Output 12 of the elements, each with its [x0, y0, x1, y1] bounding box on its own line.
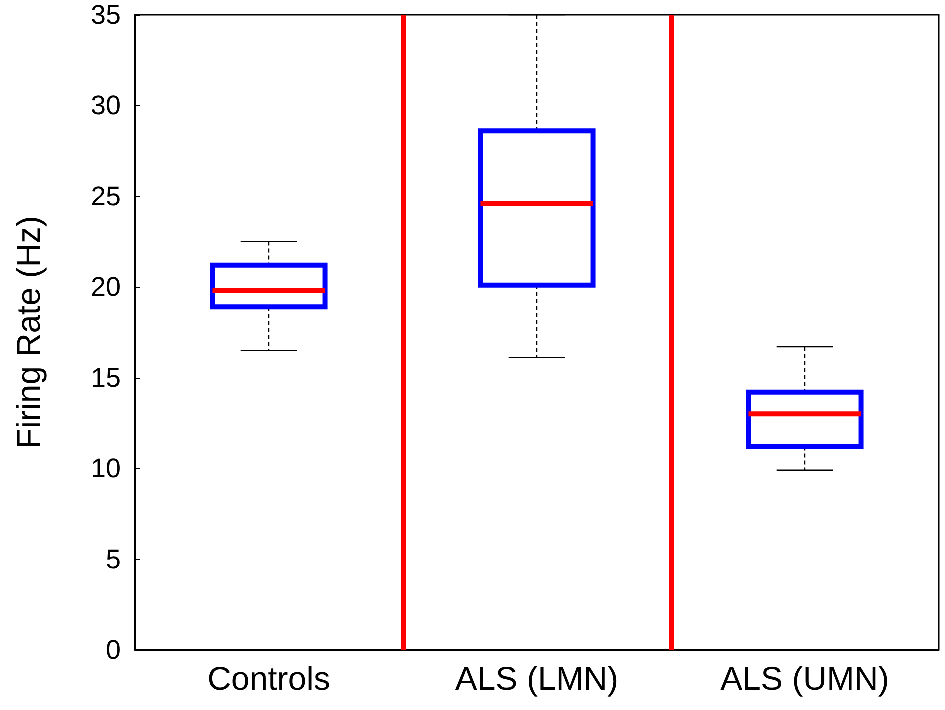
y-tick-label: 5: [106, 544, 121, 574]
y-axis-title: Firing Rate (Hz): [10, 216, 47, 449]
y-tick-label: 30: [90, 90, 121, 121]
x-tick-label: ALS (LMN): [455, 660, 619, 697]
y-tick-label: 15: [90, 362, 121, 393]
y-tick-label: 35: [90, 0, 121, 30]
x-tick-label: ALS (UMN): [720, 660, 890, 697]
y-tick-label: 0: [106, 635, 121, 665]
x-tick-label: Controls: [208, 660, 330, 697]
y-tick-label: 10: [90, 454, 121, 484]
y-tick-label: 20: [90, 272, 121, 302]
y-tick-label: 25: [90, 181, 121, 212]
